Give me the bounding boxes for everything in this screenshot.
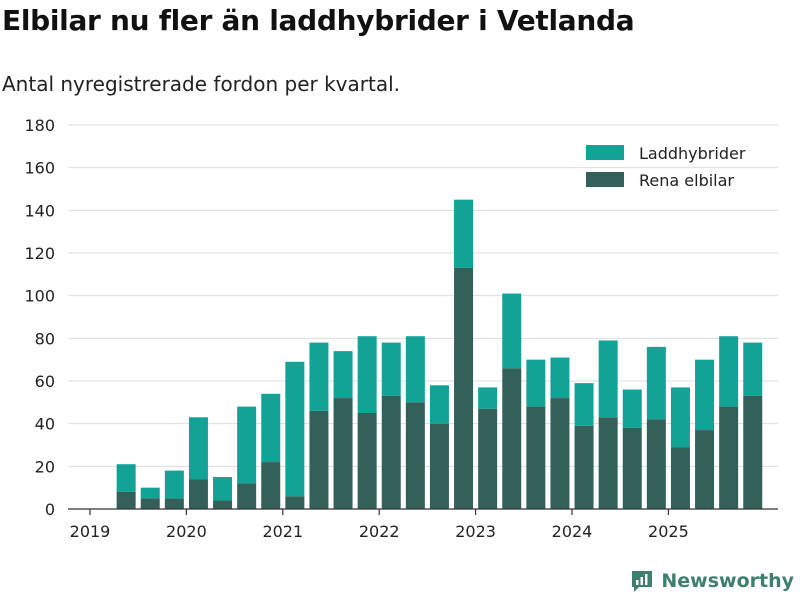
bar-rena-elbilar: [478, 408, 498, 509]
y-tick-label: 140: [24, 201, 55, 220]
bar-laddhybrider: [550, 357, 570, 399]
x-tick-label: 2021: [262, 522, 303, 541]
bar-rena-elbilar: [213, 500, 233, 509]
legend-swatch: [586, 172, 624, 187]
bar-rena-elbilar: [598, 417, 618, 509]
bar-laddhybrider: [333, 351, 353, 399]
y-tick-label: 40: [35, 415, 55, 434]
x-tick-label: 2019: [70, 522, 111, 541]
bar-rena-elbilar: [164, 498, 184, 509]
y-tick-label: 80: [35, 329, 55, 348]
brand-logo: Newsworthy: [629, 568, 794, 594]
bar-rena-elbilar: [237, 483, 257, 509]
bar-rena-elbilar: [670, 447, 690, 509]
bar-laddhybrider: [598, 340, 618, 418]
x-tick-label: 2025: [648, 522, 689, 541]
bar-laddhybrider: [574, 383, 594, 426]
y-tick-label: 60: [35, 372, 55, 391]
legend-label: Rena elbilar: [639, 171, 734, 190]
y-tick-label: 20: [35, 457, 55, 476]
x-tick-label: 2024: [552, 522, 593, 541]
y-tick-label: 0: [45, 500, 55, 519]
bar-laddhybrider: [502, 293, 522, 369]
bar-laddhybrider: [357, 336, 377, 413]
bar-laddhybrider: [188, 417, 208, 480]
y-tick-label: 120: [24, 244, 55, 263]
bar-laddhybrider: [670, 387, 690, 448]
bar-laddhybrider: [116, 464, 136, 492]
bar-laddhybrider: [454, 199, 474, 268]
bar-laddhybrider: [478, 387, 498, 409]
brand-name: Newsworthy: [661, 570, 794, 592]
bar-rena-elbilar: [381, 395, 401, 509]
bar-rena-elbilar: [454, 267, 474, 509]
bar-rena-elbilar: [309, 410, 329, 509]
bar-laddhybrider: [261, 393, 281, 463]
bar-rena-elbilar: [719, 406, 739, 509]
bar-laddhybrider: [526, 359, 546, 407]
bar-rena-elbilar: [574, 425, 594, 509]
legend-swatch: [586, 145, 624, 160]
chart-title: Elbilar nu fler än laddhybrider i Vetlan…: [2, 4, 635, 37]
bar-laddhybrider: [164, 470, 184, 499]
bar-laddhybrider: [213, 477, 233, 501]
bar-laddhybrider: [381, 342, 401, 396]
bar-laddhybrider: [237, 406, 257, 484]
y-tick-label: 180: [24, 116, 55, 135]
bar-rena-elbilar: [188, 479, 208, 509]
bar-rena-elbilar: [116, 491, 136, 509]
x-tick-label: 2022: [359, 522, 400, 541]
legend-label: Laddhybrider: [639, 144, 746, 163]
bar-rena-elbilar: [261, 462, 281, 509]
bar-rena-elbilar: [550, 398, 570, 509]
bar-rena-elbilar: [622, 427, 642, 509]
bar-rena-elbilar: [743, 395, 763, 509]
y-tick-label: 100: [24, 287, 55, 306]
bar-rena-elbilar: [357, 413, 377, 509]
bar-laddhybrider: [405, 336, 425, 403]
newsworthy-logo-icon: [632, 571, 653, 592]
chart-subtitle: Antal nyregistrerade fordon per kvartal.: [2, 72, 401, 96]
bar-rena-elbilar: [429, 423, 449, 509]
bar-laddhybrider: [309, 342, 329, 411]
bar-laddhybrider: [622, 389, 642, 428]
bar-rena-elbilar: [333, 398, 353, 509]
bar-laddhybrider: [285, 361, 305, 497]
x-tick-label: 2020: [166, 522, 207, 541]
bar-rena-elbilar: [285, 496, 305, 509]
bar-laddhybrider: [646, 346, 666, 420]
bar-rena-elbilar: [695, 430, 715, 509]
bar-laddhybrider: [743, 342, 763, 396]
bar-laddhybrider: [429, 385, 449, 424]
x-tick-label: 2023: [455, 522, 496, 541]
bar-rena-elbilar: [646, 419, 666, 509]
bar-rena-elbilar: [526, 406, 546, 509]
bar-rena-elbilar: [140, 498, 160, 509]
bar-laddhybrider: [695, 359, 715, 431]
bar-rena-elbilar: [405, 402, 425, 509]
y-tick-label: 160: [24, 159, 55, 178]
bar-laddhybrider: [140, 487, 160, 499]
bar-rena-elbilar: [502, 368, 522, 509]
bar-laddhybrider: [719, 336, 739, 407]
